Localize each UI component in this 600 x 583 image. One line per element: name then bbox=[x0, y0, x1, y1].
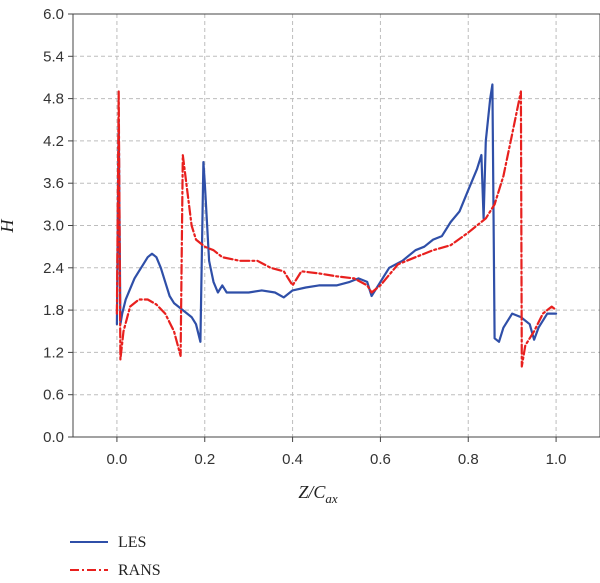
x-tick-label: 1.0 bbox=[546, 451, 567, 468]
y-tick-label: 0.0 bbox=[43, 429, 64, 446]
x-tick-label: 0.4 bbox=[282, 451, 303, 468]
y-axis-label: H bbox=[0, 219, 17, 234]
y-tick-label: 3.6 bbox=[43, 175, 64, 192]
x-axis-label-main: Z/C bbox=[298, 482, 326, 502]
y-tick-label: 1.8 bbox=[43, 302, 64, 319]
y-axis-ticks: 0.0 0.6 1.2 1.8 2.4 3.0 3.6 4.2 4.8 5.4 6.0 bbox=[43, 6, 73, 446]
legend: LES RANS bbox=[70, 534, 161, 579]
x-tick-label: 0.2 bbox=[194, 451, 215, 468]
y-tick-label: 6.0 bbox=[43, 6, 64, 23]
x-tick-label: 0.6 bbox=[370, 451, 391, 468]
x-axis-label-subscript: ax bbox=[325, 491, 338, 506]
plot-frame bbox=[72, 13, 600, 438]
legend-label-les: LES bbox=[118, 534, 146, 551]
legend-label-rans: RANS bbox=[118, 562, 161, 579]
y-tick-label: 2.4 bbox=[43, 260, 64, 277]
y-tick-label: 3.0 bbox=[43, 218, 64, 235]
y-tick-label: 5.4 bbox=[43, 48, 64, 65]
y-tick-label: 4.2 bbox=[43, 133, 64, 150]
series-line-rans bbox=[115, 90, 558, 368]
x-axis-label: Z/Cax bbox=[298, 482, 338, 506]
y-tick-label: 0.6 bbox=[43, 387, 64, 404]
x-tick-label: 0.0 bbox=[106, 451, 127, 468]
y-tick-label: 4.8 bbox=[43, 91, 64, 108]
x-axis-ticks: 0.0 0.2 0.4 0.6 0.8 1.0 bbox=[106, 437, 567, 468]
series-line-les bbox=[115, 83, 558, 343]
x-tick-label: 0.8 bbox=[458, 451, 479, 468]
y-tick-label: 1.2 bbox=[43, 344, 64, 361]
series-lines bbox=[115, 83, 558, 368]
